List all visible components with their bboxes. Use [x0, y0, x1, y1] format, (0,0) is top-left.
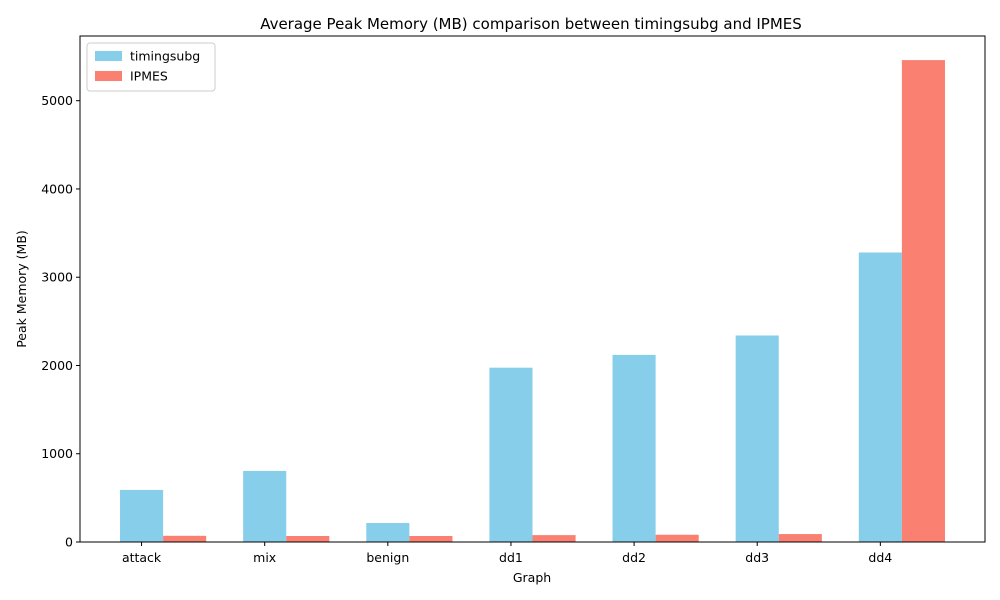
bar-timingsubg-mix [243, 470, 287, 542]
y-tick-label: 1000 [41, 446, 73, 461]
y-axis-label: Peak Memory (MB) [14, 230, 29, 348]
bar-ipmes-dd3 [778, 534, 822, 542]
bar-timingsubg-dd1 [489, 367, 533, 542]
bar-ipmes-dd1 [532, 535, 576, 542]
bar-timingsubg-dd2 [612, 354, 656, 542]
x-tick-label: dd2 [622, 550, 646, 565]
x-tick-label: dd1 [499, 550, 523, 565]
x-axis: attack mix benign dd1 dd2 dd3 dd4 [122, 542, 892, 565]
bar-timingsubg-dd4 [858, 252, 902, 542]
y-tick-label: 4000 [41, 181, 73, 196]
bar-timingsubg-benign [366, 523, 410, 542]
y-tick-label: 5000 [41, 93, 73, 108]
x-tick-label: dd3 [745, 550, 769, 565]
y-tick-label: 2000 [41, 358, 73, 373]
legend-label-timingsubg: timingsubg [130, 49, 200, 64]
x-tick-label: mix [253, 550, 276, 565]
y-tick-label: 3000 [41, 270, 73, 285]
y-axis: 0 1000 2000 3000 4000 5000 [41, 93, 80, 550]
bar-ipmes-dd4 [901, 60, 945, 542]
y-tick-label: 0 [65, 535, 73, 550]
bars-group [120, 60, 945, 542]
x-tick-label: benign [366, 550, 409, 565]
chart-title: Average Peak Memory (MB) comparison betw… [260, 15, 802, 33]
bar-timingsubg-attack [120, 489, 164, 542]
bar-ipmes-attack [163, 535, 207, 542]
plot-frame [79, 35, 986, 543]
bar-ipmes-benign [409, 536, 453, 542]
bar-timingsubg-dd3 [735, 335, 779, 542]
bar-ipmes-dd2 [655, 534, 699, 542]
legend: timingsubg IPMES [86, 42, 216, 92]
legend-label-ipmes: IPMES [130, 69, 168, 84]
legend-swatch-ipmes [95, 71, 122, 81]
x-axis-label: Graph [513, 570, 551, 585]
bar-ipmes-mix [286, 536, 330, 542]
x-tick-label: dd4 [868, 550, 892, 565]
legend-swatch-timingsubg [95, 51, 122, 61]
x-tick-label: attack [122, 550, 162, 565]
